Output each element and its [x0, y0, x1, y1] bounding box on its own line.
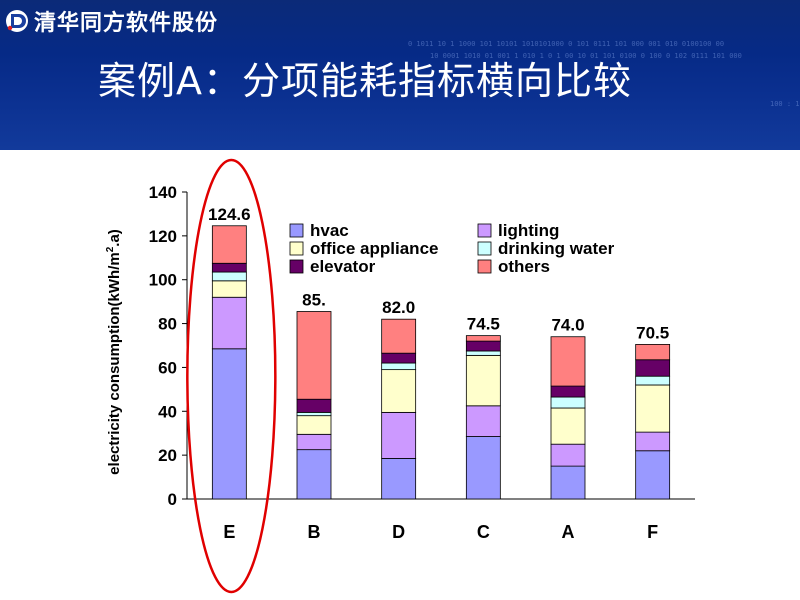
- y-axis-label-tail: .a): [106, 229, 123, 247]
- bar-segment-d-office-appliance: [381, 369, 417, 413]
- x-tick-label-e: E: [223, 522, 235, 542]
- legend-label-others: others: [498, 257, 550, 276]
- bar-segment-c-lighting: [465, 405, 501, 437]
- bar-segment-e-office-appliance: [211, 280, 247, 298]
- y-axis-label-main: electricity consumption(kWh/m: [106, 252, 123, 475]
- y-tick-label-60: 60: [158, 358, 177, 377]
- bar-segment-b-hvac: [296, 449, 332, 500]
- bar-segment-f-others: [635, 344, 671, 361]
- total-label-f: 70.5: [636, 323, 669, 342]
- bar-segment-f-hvac: [635, 450, 671, 500]
- bar-segment-d-lighting: [381, 411, 417, 459]
- bar-segment-a-lighting: [550, 443, 586, 467]
- bar-segment-a-others: [550, 336, 586, 387]
- bar-segment-f-drinking-water: [635, 375, 671, 386]
- legend-label-office-appliance: office appliance: [310, 239, 438, 258]
- slide-header: 0 1011 10 1 1000 101 10101 1010101000 0 …: [0, 0, 800, 150]
- bar-segment-c-drinking-water: [465, 350, 501, 356]
- company-name: 清华同方软件股份: [34, 11, 219, 36]
- bar-segment-b-office-appliance: [296, 415, 332, 435]
- slide-title: 案例A：分项能耗指标横向比较: [98, 59, 632, 103]
- legend-swatch-elevator: [289, 259, 304, 274]
- bar-segment-e-elevator: [211, 262, 247, 273]
- bar-segment-a-elevator: [550, 385, 586, 398]
- bar-segment-e-lighting: [211, 296, 247, 350]
- y-tick-label-100: 100: [149, 271, 177, 290]
- x-tick-label-a: A: [562, 522, 575, 542]
- legend-label-lighting: lighting: [498, 221, 559, 240]
- bar-segment-e-hvac: [211, 348, 247, 500]
- bar-segment-c-office-appliance: [465, 354, 501, 407]
- stacked-bar-chart: 0 20 40 60 80 100 120 140 E B D C A F 124.6 85. 82.0 74.…: [105, 158, 695, 594]
- y-tick-label-20: 20: [158, 446, 177, 465]
- total-label-a: 74.0: [551, 316, 584, 335]
- y-tick-label-140: 140: [149, 183, 177, 202]
- y-tick-label-40: 40: [158, 402, 177, 421]
- binary-decoration-1: 0 1011 10 1 1000 101 10101 1010101000 0 …: [408, 40, 725, 48]
- legend-swatch-lighting: [477, 223, 492, 238]
- binary-decoration-2: 10 0001 1010 01 001 1 010 1 0 1 00 10 01…: [430, 52, 742, 60]
- bar-segment-f-lighting: [635, 431, 671, 452]
- highlight-ellipse: [186, 158, 277, 594]
- company-logo-icon: [6, 10, 28, 32]
- bar-segment-b-elevator: [296, 398, 332, 413]
- y-axis-label-sup: 2: [105, 246, 116, 252]
- bar-segment-c-hvac: [465, 436, 501, 500]
- legend-label-elevator: elevator: [310, 257, 376, 276]
- y-axis-label: electricity consumption(kWh/m2.a): [105, 229, 123, 475]
- bar-segment-d-drinking-water: [381, 362, 417, 371]
- bar-segment-e-others: [211, 225, 247, 264]
- bar-segment-d-others: [381, 318, 417, 354]
- bar-segment-d-hvac: [381, 458, 417, 500]
- bar-segment-a-hvac: [550, 465, 586, 500]
- total-label-c: 74.5: [467, 315, 500, 334]
- bar-segment-d-elevator: [381, 352, 417, 364]
- x-tick-label-d: D: [392, 522, 405, 542]
- legend-swatch-office-appliance: [289, 241, 304, 256]
- chart-bars: [211, 225, 671, 500]
- y-tick-label-80: 80: [158, 315, 177, 334]
- binary-decoration-3: 100 : 101: [770, 100, 800, 108]
- x-tick-label-c: C: [477, 522, 490, 542]
- chart-labels: 124.6 85. 82.0 74.5 74.0 70.5: [208, 205, 669, 343]
- bar-segment-e-drinking-water: [211, 271, 247, 282]
- bar-segment-c-others: [465, 335, 501, 342]
- x-tick-label-b: B: [308, 522, 321, 542]
- chart-legend: hvac lighting office appliance drinking wat…: [289, 221, 615, 276]
- legend-swatch-hvac: [289, 223, 304, 238]
- bar-segment-b-others: [296, 311, 332, 400]
- total-label-e: 124.6: [208, 205, 251, 224]
- legend-swatch-others: [477, 259, 492, 274]
- legend-label-drinking-water: drinking water: [498, 239, 615, 258]
- total-label-d: 82.0: [382, 298, 415, 317]
- y-tick-label-120: 120: [149, 227, 177, 246]
- legend-swatch-drinking-water: [477, 241, 492, 256]
- legend-label-hvac: hvac: [310, 221, 349, 240]
- y-tick-label-0: 0: [168, 490, 177, 509]
- bar-segment-c-elevator: [465, 340, 501, 352]
- total-label-b: 85.: [302, 291, 326, 310]
- bar-segment-a-office-appliance: [550, 407, 586, 445]
- bar-segment-f-elevator: [635, 359, 671, 377]
- x-tick-label-f: F: [647, 522, 658, 542]
- chart-axes: 0 20 40 60 80 100 120 140 E B D C A F: [149, 183, 695, 542]
- bar-segment-f-office-appliance: [635, 384, 671, 433]
- bar-segment-b-drinking-water: [296, 411, 332, 417]
- bar-segment-a-drinking-water: [550, 396, 586, 409]
- bar-segment-b-lighting: [296, 433, 332, 451]
- company-logo-bar: 清华同方软件股份: [0, 6, 218, 36]
